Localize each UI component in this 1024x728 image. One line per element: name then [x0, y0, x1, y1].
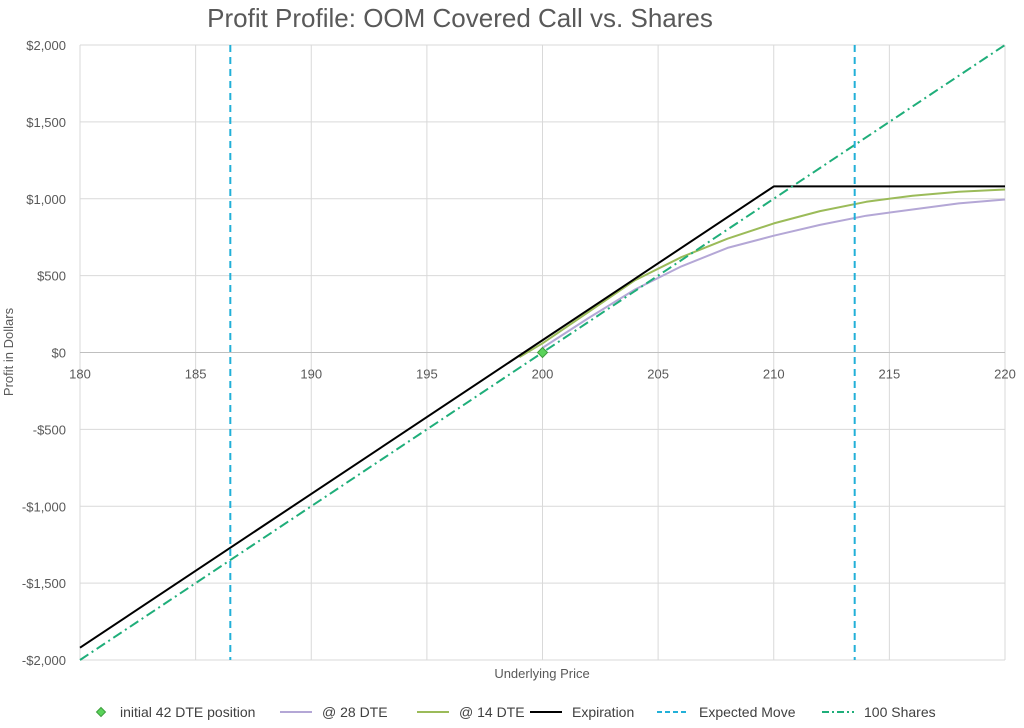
x-tick-label: 185	[185, 367, 207, 382]
axis-layer: -$2,000 -$1,500 -$1,000 -$500 $0 $500 $1,000 $1…	[22, 38, 1016, 668]
legend-label-28-dte: @ 28 DTE	[322, 704, 388, 720]
legend-item-14-dte: @ 14 DTE	[417, 704, 525, 720]
y-tick-label: -$2,000	[22, 653, 66, 668]
x-tick-label: 195	[416, 367, 438, 382]
y-tick-label: $1,000	[26, 192, 66, 207]
x-tick-label: 210	[763, 367, 785, 382]
chart-title: Profit Profile: OOM Covered Call vs. Sha…	[207, 3, 713, 33]
y-tick-label: $0	[52, 346, 66, 361]
x-tick-label: 200	[532, 367, 554, 382]
legend: initial 42 DTE position @ 28 DTE @ 14 DTE E…	[95, 704, 936, 720]
series-initial-42-dte-position-marker	[536, 346, 549, 359]
series-layer	[79, 44, 1006, 661]
y-axis-label: Profit in Dollars	[1, 307, 16, 396]
x-axis-label: Underlying Price	[494, 666, 589, 681]
legend-item-initial-42-dte-position: initial 42 DTE position	[95, 704, 255, 720]
y-tick-label: $500	[37, 269, 66, 284]
x-tick-label: 180	[69, 367, 91, 382]
legend-label-14-dte: @ 14 DTE	[459, 704, 525, 720]
legend-swatch-initial-42-dte-position	[95, 706, 107, 718]
legend-label-100-shares: 100 Shares	[864, 704, 936, 720]
series-expiration-line	[79, 185, 1005, 649]
legend-label-expiration: Expiration	[572, 704, 634, 720]
x-tick-label: 205	[647, 367, 669, 382]
legend-label-initial-42-dte-position: initial 42 DTE position	[120, 704, 255, 720]
series-14-dte-line	[518, 188, 1006, 358]
y-tick-label: -$1,500	[22, 576, 66, 591]
legend-item-28-dte: @ 28 DTE	[280, 704, 388, 720]
legend-item-100-shares: 100 Shares	[822, 704, 936, 720]
x-tick-label: 190	[300, 367, 322, 382]
series-28-dte-line	[541, 198, 1006, 349]
y-tick-label: -$500	[33, 422, 66, 437]
x-tick-label: 215	[879, 367, 901, 382]
y-tick-label: $2,000	[26, 38, 66, 53]
legend-item-expiration: Expiration	[530, 704, 634, 720]
x-tick-label: 220	[994, 367, 1016, 382]
y-tick-label: -$1,000	[22, 499, 66, 514]
y-tick-label: $1,500	[26, 115, 66, 130]
legend-label-expected-move: Expected Move	[699, 704, 796, 720]
legend-item-expected-move: Expected Move	[657, 704, 796, 720]
